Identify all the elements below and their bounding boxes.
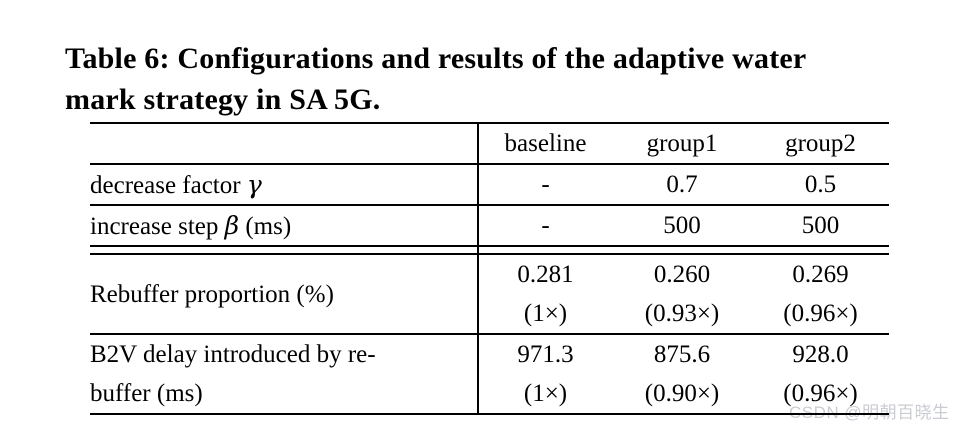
- results-table: baseline group1 group2 decrease factor γ…: [90, 122, 889, 415]
- column-header-group1: group1: [612, 123, 752, 165]
- row-label-suffix: (ms): [239, 212, 292, 240]
- double-rule-spacer: [90, 246, 889, 255]
- header-row: baseline group1 group2: [90, 123, 889, 165]
- row-label-b2v-delay: B2V delay introduced by re- buffer (ms): [90, 334, 478, 415]
- table-caption-line1: Table 6: Configurations and results of t…: [65, 42, 807, 75]
- row-label-decrease-factor: decrease factor γ: [90, 164, 478, 206]
- cell-decrease-group2: 0.5: [752, 164, 889, 206]
- cell-increase-group2: 500: [752, 205, 889, 247]
- row-label-increase-step: increase step β (ms): [90, 205, 478, 247]
- row-decrease-factor: decrease factor γ - 0.7 0.5: [90, 164, 889, 206]
- row-b2v-delay: B2V delay introduced by re- buffer (ms) …: [90, 334, 889, 415]
- cell-decrease-baseline: -: [477, 164, 612, 206]
- cell-rebuffer-group2: 0.269 (0.96×): [752, 254, 889, 335]
- row-label-text: increase step: [90, 212, 225, 240]
- row-label-rebuffer-proportion: Rebuffer proportion (%): [90, 254, 478, 335]
- cell-b2v-group2: 928.0 (0.96×): [752, 334, 889, 415]
- cell-rebuffer-baseline: 0.281 (1×): [477, 254, 612, 335]
- cell-increase-group1: 500: [612, 205, 752, 247]
- cell-increase-baseline: -: [477, 205, 612, 247]
- table-caption-line2: mark strategy in SA 5G.: [65, 83, 381, 116]
- cell-b2v-group1: 875.6 (0.90×): [612, 334, 752, 415]
- cell-rebuffer-group1: 0.260 (0.93×): [612, 254, 752, 335]
- gamma-symbol: γ: [246, 169, 262, 199]
- cell-decrease-group1: 0.7: [612, 164, 752, 206]
- row-increase-step: increase step β (ms) - 500 500: [90, 205, 889, 247]
- column-header-baseline: baseline: [477, 123, 612, 165]
- row-rebuffer-proportion: Rebuffer proportion (%) 0.281 (1×) 0.260…: [90, 254, 889, 335]
- row-label-text: decrease factor: [90, 171, 247, 199]
- column-header-empty: [90, 123, 478, 165]
- beta-symbol: β: [224, 210, 240, 240]
- table-caption: Table 6: Configurations and results of t…: [65, 38, 935, 120]
- column-header-group2: group2: [752, 123, 889, 165]
- cell-b2v-baseline: 971.3 (1×): [477, 334, 612, 415]
